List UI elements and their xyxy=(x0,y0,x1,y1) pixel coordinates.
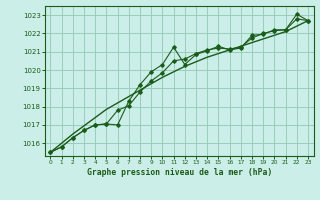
X-axis label: Graphe pression niveau de la mer (hPa): Graphe pression niveau de la mer (hPa) xyxy=(87,168,272,177)
